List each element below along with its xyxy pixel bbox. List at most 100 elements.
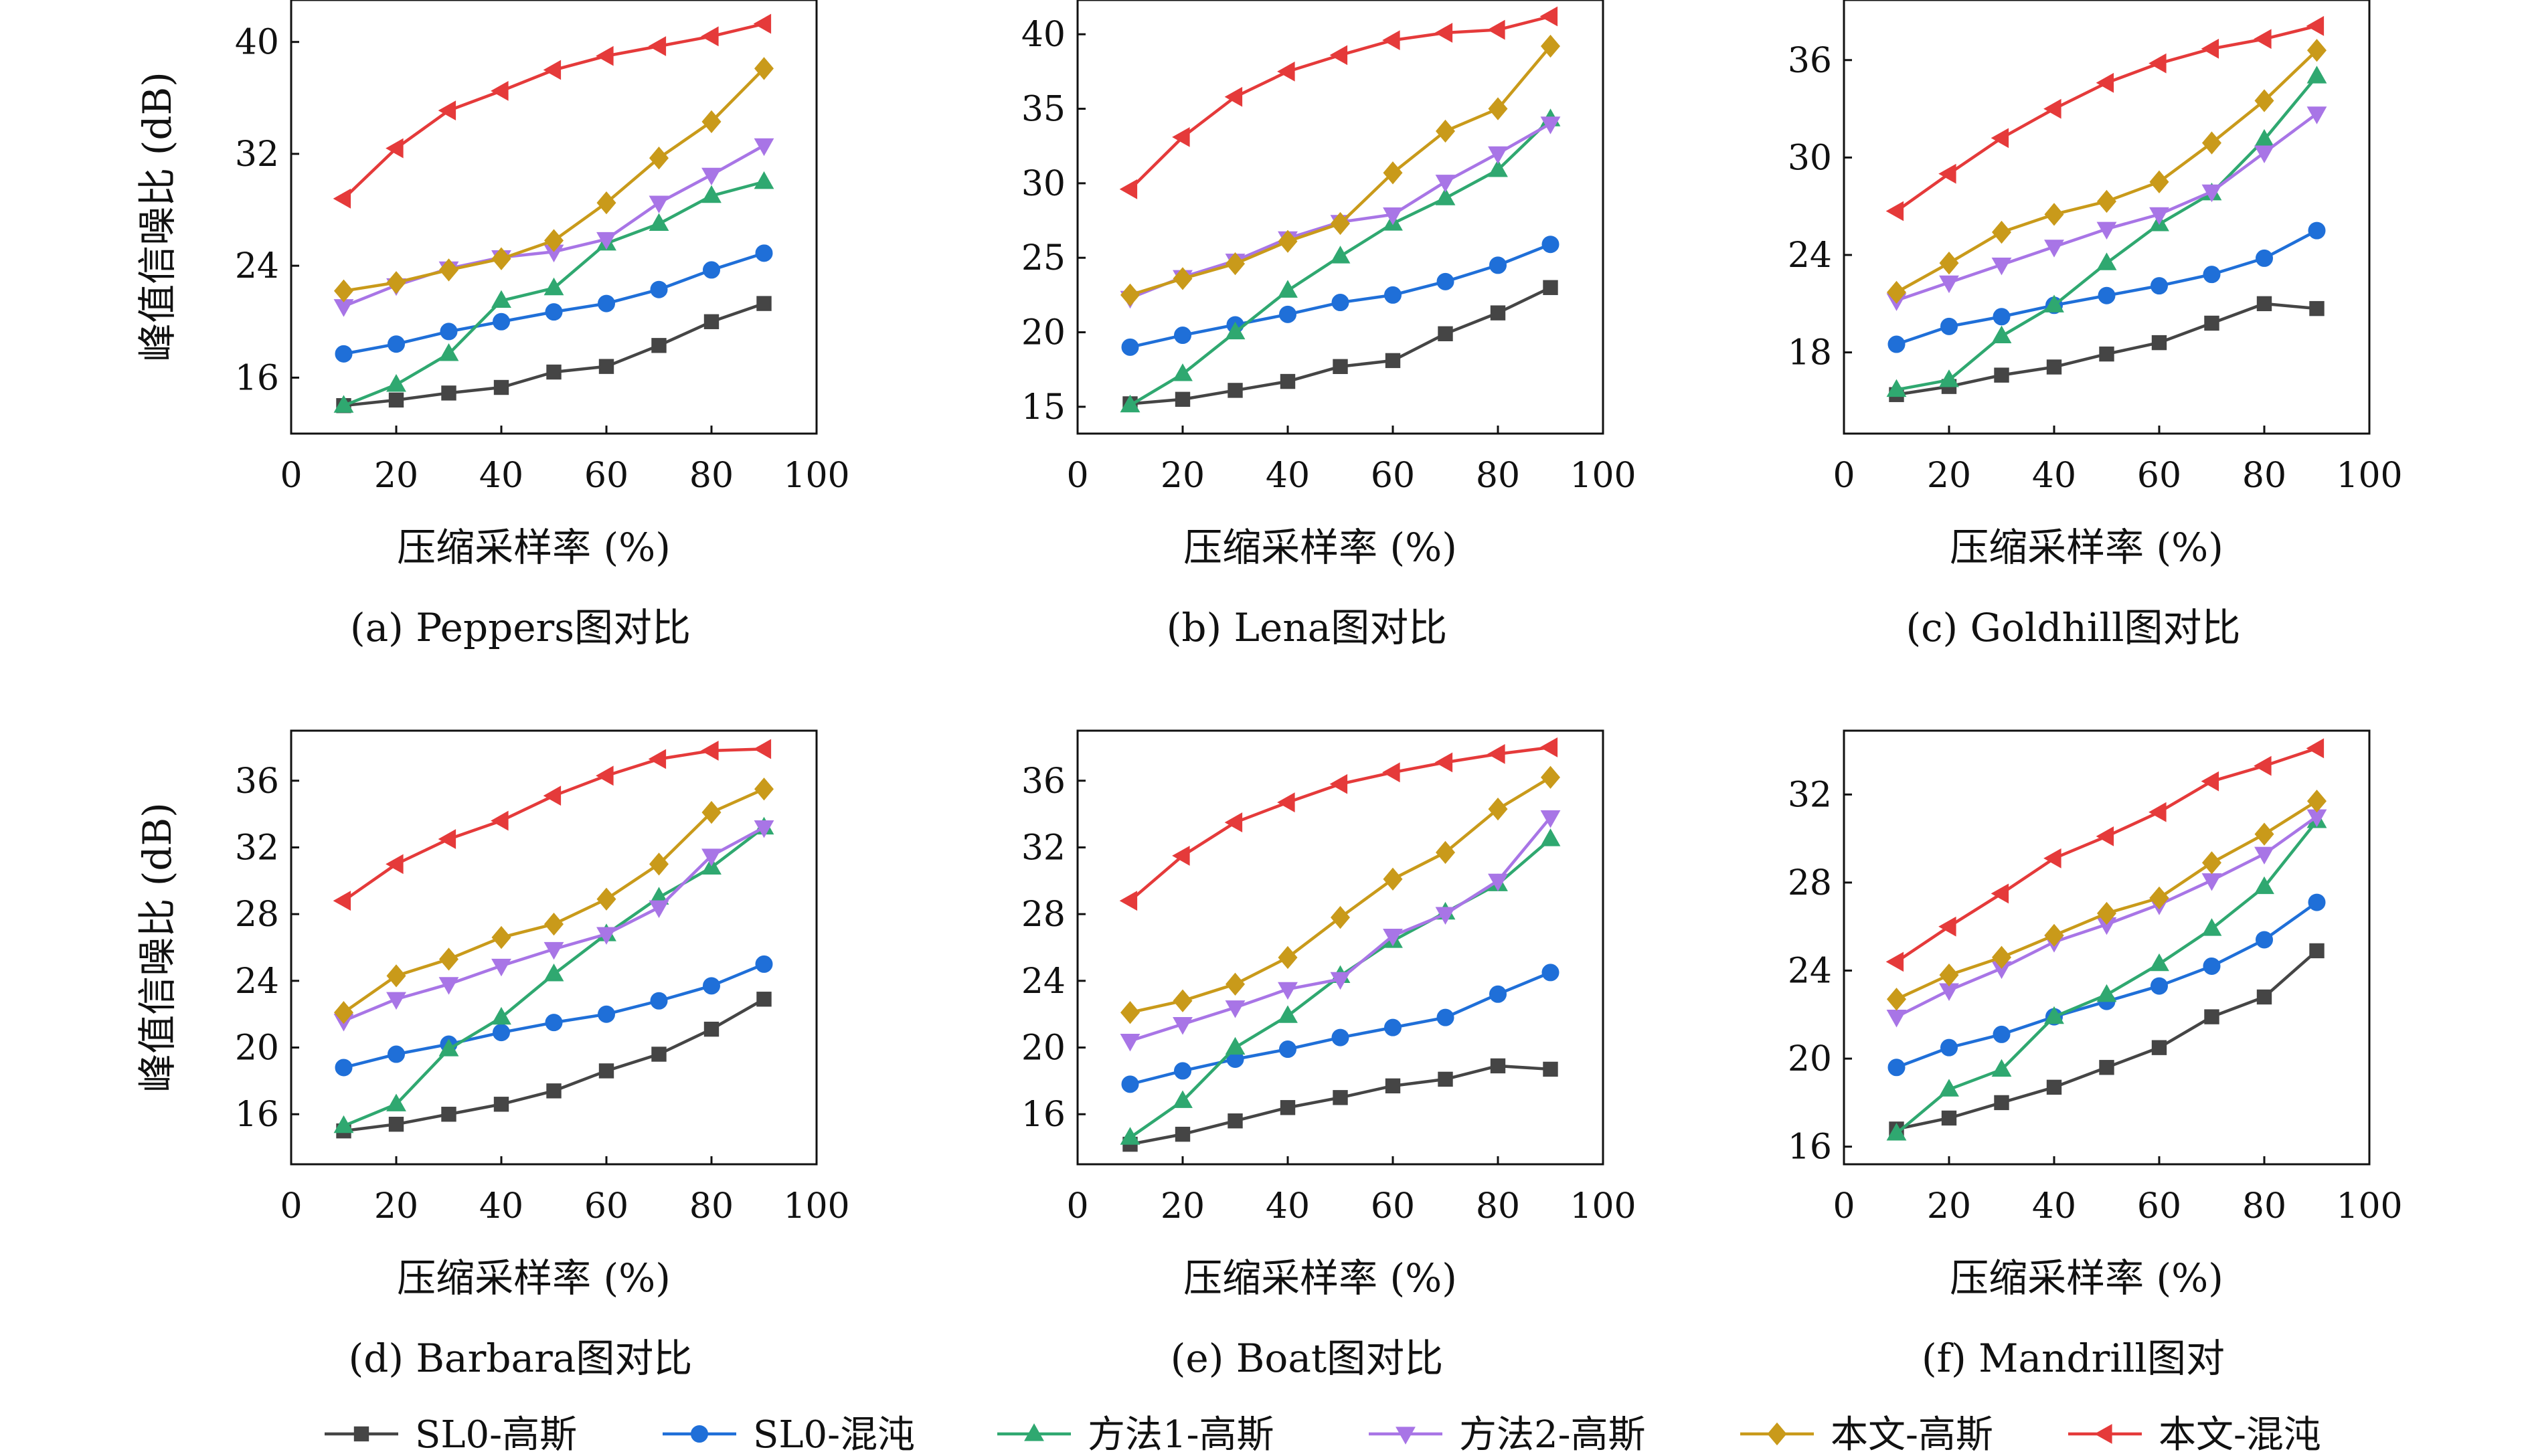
data-point-sl0_gauss [388, 392, 404, 408]
y-tick-label: 16 [235, 358, 279, 398]
series-line-ours_chaos [1895, 24, 2318, 213]
data-point-ours_chaos [596, 765, 614, 786]
series-line-ours_chaos [342, 22, 765, 200]
data-point-m2_gauss [2254, 145, 2274, 163]
data-point-ours_chaos [1991, 128, 2009, 149]
x-tick-label: 40 [479, 1186, 523, 1226]
data-point-sl0_gauss [1175, 1126, 1191, 1142]
data-point-m1_gauss [1173, 1090, 1193, 1108]
data-point-m1_gauss [1886, 379, 1907, 397]
data-point-m1_gauss [386, 374, 406, 392]
legend-item-sl0_gauss: SL0-高斯 [325, 1413, 577, 1456]
x-tick-label: 100 [2336, 1186, 2402, 1226]
x-tick-label: 20 [1161, 456, 1205, 496]
data-point-m1_gauss [1278, 1005, 1298, 1023]
x-axis-label: 压缩采样率 (%) [1183, 1255, 1457, 1301]
y-tick-label: 20 [1788, 1039, 1832, 1079]
data-point-ours_gauss [1886, 988, 1907, 1011]
data-point-ours_gauss [2096, 189, 2117, 213]
data-point-ours_gauss [1939, 963, 1959, 987]
x-tick-label: 40 [1266, 456, 1310, 496]
data-point-ours_gauss [438, 258, 459, 282]
data-point-ours_gauss [2149, 886, 2169, 910]
legend-label: 方法1-高斯 [1088, 1413, 1274, 1456]
data-point-sl0_gauss [2046, 359, 2062, 375]
x-tick-label: 60 [584, 1186, 628, 1226]
data-point-sl0_chaos [1541, 236, 1559, 254]
data-point-sl0_chaos [1279, 1040, 1296, 1059]
y-tick-label: 28 [1021, 895, 1066, 935]
data-point-m1_gauss [1886, 1123, 1907, 1141]
data-point-sl0_chaos [2256, 249, 2273, 267]
data-point-ours_chaos [753, 13, 772, 34]
data-point-ours_chaos [1487, 743, 1505, 764]
data-point-ours_chaos [1885, 201, 1904, 221]
data-point-m1_gauss [1939, 369, 1959, 387]
data-point-sl0_gauss [2151, 335, 2167, 351]
data-point-ours_chaos [1382, 762, 1400, 783]
data-point-ours_chaos [333, 188, 351, 209]
data-point-ours_chaos [1277, 61, 1295, 82]
data-point-ours_chaos [753, 739, 772, 759]
series-line-m2_gauss [1129, 816, 1552, 1042]
data-point-ours_gauss [1330, 211, 1351, 236]
data-point-ours_chaos [491, 80, 509, 101]
x-tick-label: 40 [2032, 456, 2076, 496]
data-point-ours_gauss [1886, 280, 1907, 304]
y-tick-label: 16 [1021, 1095, 1066, 1135]
data-point-m1_gauss [2306, 66, 2327, 84]
data-point-ours_gauss [491, 247, 511, 270]
data-point-m1_gauss [1939, 1079, 1959, 1097]
plot-frame [1076, 729, 1604, 1166]
data-point-sl0_gauss [1994, 1095, 2009, 1111]
data-point-sl0_chaos [2098, 286, 2116, 304]
series-line-ours_chaos [1128, 15, 1551, 191]
data-point-m1_gauss [2044, 1006, 2064, 1024]
data-point-ours_gauss [386, 964, 406, 988]
x-tick-label: 20 [1161, 1186, 1205, 1226]
chart-panel-6: 0 20 40 60 80 100 16 20 24 28 32 压缩采样率 (%) (f) Mandr… [1788, 729, 2403, 1381]
data-point-m1_gauss [1120, 394, 1141, 413]
data-point-m1_gauss [701, 185, 722, 203]
data-point-sl0_chaos [598, 1005, 615, 1023]
data-point-ours_chaos [2306, 15, 2325, 36]
data-point-m1_gauss [543, 964, 564, 982]
data-point-m2_gauss [649, 900, 669, 919]
data-point-ours_gauss [1383, 867, 1403, 891]
data-point-ours_gauss [1278, 945, 1298, 970]
data-point-sl0_gauss [2099, 346, 2114, 362]
y-tick-label: 36 [1788, 41, 1832, 81]
data-point-sl0_gauss [598, 1063, 614, 1079]
data-point-m2_gauss [596, 927, 616, 945]
x-tick-label: 60 [2137, 456, 2181, 496]
y-axis-label: 峰值信噪比 (dB) [135, 802, 180, 1092]
legend-label: SL0-高斯 [415, 1413, 577, 1456]
data-point-ours_gauss [1435, 119, 1456, 143]
legend-item-m2_gauss: 方法2-高斯 [1369, 1413, 1646, 1456]
data-point-m1_gauss [1278, 280, 1298, 298]
x-axis-label: 压缩采样率 (%) [1950, 1255, 2223, 1301]
data-point-ours_gauss [2201, 131, 2222, 155]
data-point-ours_chaos [2043, 98, 2061, 119]
data-point-ours_chaos [2201, 38, 2219, 59]
data-point-m1_gauss [2254, 876, 2274, 895]
data-point-ours_chaos [1119, 891, 1138, 911]
data-point-ours_chaos [438, 829, 456, 849]
data-point-m2_gauss [1278, 982, 1298, 1000]
data-point-sl0_chaos [703, 261, 720, 279]
data-point-sl0_chaos [1279, 305, 1296, 323]
data-point-ours_chaos [2254, 755, 2272, 776]
data-point-sl0_chaos [2308, 893, 2326, 911]
legend-label: 方法2-高斯 [1459, 1413, 1646, 1456]
data-point-ours_chaos [1487, 19, 1505, 40]
data-point-m2_gauss [1330, 972, 1351, 990]
y-tick-label: 24 [1021, 962, 1066, 1002]
series-line-sl0_gauss [1896, 949, 2318, 1131]
data-point-m2_gauss [2254, 846, 2274, 865]
legend-item-ours_gauss: 本文-高斯 [1740, 1413, 1993, 1456]
data-point-m2_gauss [543, 941, 564, 960]
data-point-sl0_gauss [2309, 943, 2325, 959]
x-tick-label: 20 [1927, 1186, 1971, 1226]
data-point-sl0_gauss [1385, 1078, 1401, 1094]
data-point-ours_gauss [491, 925, 511, 949]
